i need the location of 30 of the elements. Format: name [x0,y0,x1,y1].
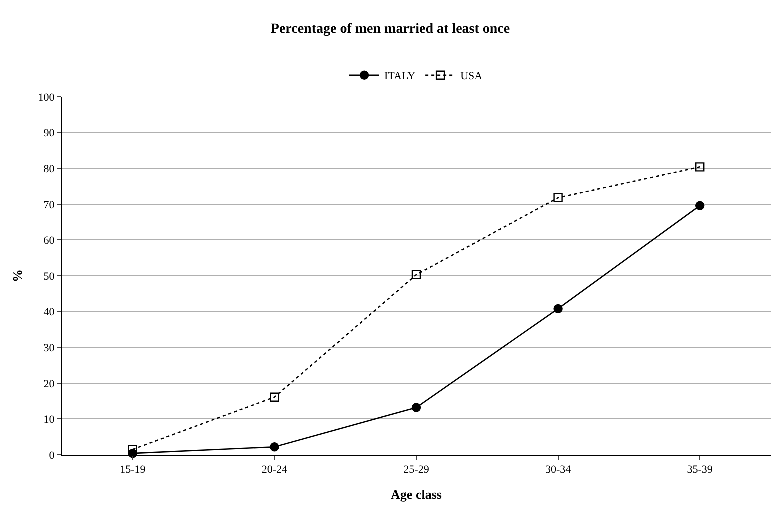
legend-label: ITALY [384,70,416,83]
y-tick-label: 60 [44,235,56,248]
x-axis-title: Age class [391,486,442,502]
y-tick-label: 0 [49,450,56,462]
x-tick-label: 20-24 [262,464,288,476]
y-axis-title: % [10,270,26,282]
y-tick-label: 100 [38,92,56,104]
point [554,193,563,203]
y-tick-label: 10 [44,414,56,426]
x-tick-label: 30-34 [545,464,572,476]
point [696,162,705,172]
point [270,392,280,402]
y-tick-label: 80 [44,163,56,176]
point [554,304,563,314]
legend-label: USA [460,70,483,83]
point [412,403,422,412]
point [128,445,138,454]
point [270,442,280,452]
y-tick-label: 20 [44,378,56,390]
point [412,270,422,280]
y-tick-label: 70 [44,199,56,212]
chart-title: Percentage of men married at least once [270,22,510,38]
x-tick-label: 15-19 [120,464,146,476]
y-tick-label: 40 [44,306,56,319]
y-tick-label: 50 [44,270,56,283]
y-tick-label: 90 [44,128,56,140]
x-tick-label: 25-29 [404,464,430,476]
x-tick-label: 35-39 [687,464,714,476]
point [696,201,705,210]
y-tick-label: 30 [44,342,56,354]
